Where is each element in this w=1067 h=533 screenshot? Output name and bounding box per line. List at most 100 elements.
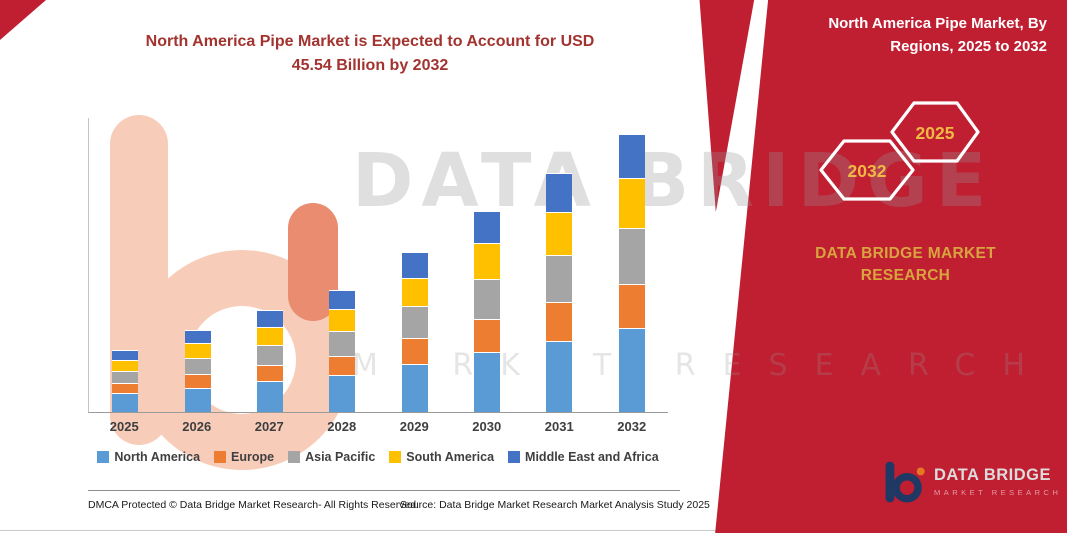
hexagon-2025-label: 2025 <box>916 123 955 143</box>
bar-segment-asia-pacific <box>112 371 139 384</box>
logo-name: DATA BRIDGE <box>934 466 1052 484</box>
bar-segment-south-america <box>618 178 645 229</box>
bar-segment-north-america <box>618 328 645 412</box>
legend-label-north-america: North America <box>114 450 201 464</box>
brand-line2: RESEARCH <box>860 267 951 285</box>
bar-segment-asia-pacific <box>474 278 501 320</box>
bar-segment-middle-east-and-africa <box>184 330 211 344</box>
bar-segment-middle-east-and-africa <box>329 289 356 310</box>
bar-column-2027 <box>234 118 306 412</box>
chart-title-line1: North America Pipe Market is Expected to… <box>145 33 595 50</box>
legend-item-south-america: South America <box>389 450 494 464</box>
bottom-border-line <box>0 530 1067 531</box>
bar-segment-europe <box>112 383 139 394</box>
bar-segment-asia-pacific <box>401 306 428 339</box>
x-axis-label-2028: 2028 <box>327 419 357 434</box>
stacked-bar-2030 <box>474 211 501 412</box>
stacked-bar-2026 <box>184 330 211 412</box>
bar-segment-south-america <box>329 309 356 332</box>
bar-column-2028 <box>306 118 378 412</box>
bar-segment-south-america <box>401 277 428 307</box>
bar-segment-middle-east-and-africa <box>474 211 501 243</box>
dmca-notice: DMCA Protected © Data Bridge Market Rese… <box>88 499 420 511</box>
legend-label-europe: Europe <box>231 450 275 464</box>
chart-legend: North America Europe Asia Pacific South Ame… <box>70 450 686 464</box>
legend-item-north-america: North America <box>97 450 200 464</box>
bar-segment-middle-east-and-africa <box>401 252 428 278</box>
bar-segment-middle-east-and-africa <box>256 310 283 327</box>
bar-segment-middle-east-and-africa <box>112 349 139 361</box>
bar-segment-europe <box>256 365 283 382</box>
logo-tagline: MARKET RESEARCH <box>934 488 1062 497</box>
bar-segment-north-america <box>474 351 501 412</box>
legend-swatch-europe <box>214 451 227 463</box>
year-hexagons: 2032 2025 <box>819 101 980 201</box>
data-bridge-logo: DATA BRIDGE MARKET RESEARCH <box>882 460 1061 504</box>
bar-column-2030 <box>451 118 523 412</box>
panel-title-line2: Regions, 2025 to 2032 <box>890 38 1047 56</box>
x-axis-label-2029: 2029 <box>399 419 429 434</box>
panel-title-line1: North America Pipe Market, By <box>828 15 1047 32</box>
bar-segment-north-america <box>401 363 428 412</box>
legend-swatch-north-america <box>97 451 110 463</box>
data-bridge-b-icon <box>885 461 925 503</box>
legend-label-middle-east-and-africa: Middle East and Africa <box>525 450 659 464</box>
data-bridge-b-watermark-icon <box>110 115 352 470</box>
bar-segment-middle-east-and-africa <box>618 134 645 179</box>
legend-label-south-america: South America <box>406 450 495 464</box>
legend-item-asia-pacific: Asia Pacific <box>288 450 375 464</box>
chart-title-line2: 45.54 Billion by 2032 <box>291 57 449 74</box>
x-axis-label-2027: 2027 <box>254 419 284 434</box>
bar-segment-asia-pacific <box>184 357 211 375</box>
bar-segment-south-america <box>184 343 211 358</box>
bar-segment-asia-pacific <box>256 344 283 366</box>
logo-text-block: DATA BRIDGE MARKET RESEARCH <box>934 460 1061 497</box>
legend-label-asia-pacific: Asia Pacific <box>305 450 376 464</box>
stacked-bar-2031 <box>546 173 573 412</box>
legend-item-europe: Europe <box>214 450 274 464</box>
stacked-bar-2032 <box>618 134 645 412</box>
bar-segment-south-america <box>256 326 283 345</box>
legend-swatch-middle-east-and-africa <box>508 451 521 463</box>
bar-segment-europe <box>474 319 501 352</box>
bar-segment-south-america <box>112 360 139 372</box>
bar-column-2025 <box>89 118 161 412</box>
stacked-bar-chart-plot <box>88 118 668 413</box>
brand-wordmark: DATA BRIDGE MARKET RESEARCH <box>788 243 1023 288</box>
watermark-text: DATA BRIDGE <box>352 138 995 224</box>
x-axis-label-2025: 2025 <box>109 419 139 434</box>
bar-segment-north-america <box>546 340 573 412</box>
bar-segment-europe <box>401 338 428 364</box>
stacked-bar-2027 <box>256 310 283 412</box>
bar-segment-europe <box>329 355 356 376</box>
bar-segment-north-america <box>112 393 139 412</box>
bar-segment-europe <box>546 302 573 341</box>
bar-segment-asia-pacific <box>618 228 645 284</box>
bar-segment-europe <box>184 374 211 388</box>
chart-title: North America Pipe Market is Expected to… <box>85 30 655 78</box>
bar-column-2031 <box>523 118 595 412</box>
bar-segment-asia-pacific <box>329 331 356 356</box>
x-axis-label-2032: 2032 <box>617 419 647 434</box>
x-axis-label-2026: 2026 <box>182 419 212 434</box>
x-axis-label-2031: 2031 <box>544 419 574 434</box>
bar-segment-europe <box>618 283 645 329</box>
stacked-bar-2025 <box>112 349 139 412</box>
panel-title: North America Pipe Market, By Regions, 2… <box>775 12 1047 59</box>
x-axis-label-2030: 2030 <box>472 419 502 434</box>
bar-column-2029 <box>379 118 451 412</box>
hexagon-2032-icon <box>819 139 915 201</box>
watermark-subtext: MARKET RESEARCH <box>352 348 1052 383</box>
hexagon-2025-icon <box>890 101 980 163</box>
bar-segment-south-america <box>546 211 573 255</box>
bar-column-2032 <box>596 118 668 412</box>
brand-line1: DATA BRIDGE MARKET <box>815 245 996 262</box>
red-side-panel <box>715 0 1067 533</box>
legend-swatch-south-america <box>389 451 402 463</box>
hexagon-2032-label: 2032 <box>848 161 887 181</box>
bar-segment-asia-pacific <box>546 254 573 303</box>
bar-segment-north-america <box>184 387 211 412</box>
stacked-bar-2029 <box>401 252 428 412</box>
bar-segment-north-america <box>256 381 283 412</box>
